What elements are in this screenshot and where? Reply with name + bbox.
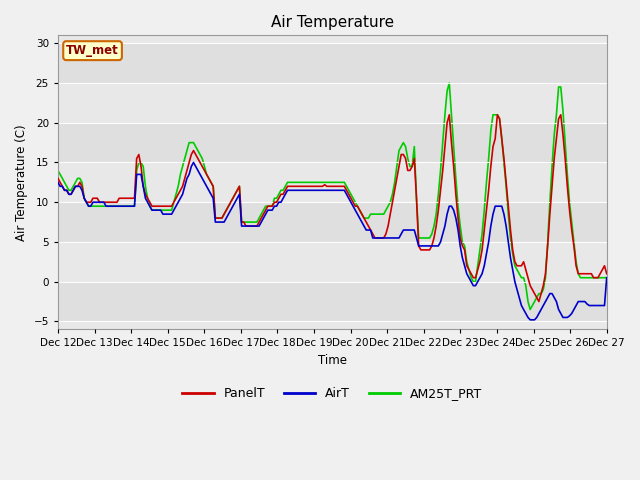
Bar [58,242,607,282]
Bar [58,123,607,163]
Bar [58,282,607,322]
Y-axis label: Air Temperature (C): Air Temperature (C) [15,124,28,240]
Text: TW_met: TW_met [66,44,119,57]
Title: Air Temperature: Air Temperature [271,15,394,30]
Legend: PanelT, AirT, AM25T_PRT: PanelT, AirT, AM25T_PRT [177,383,487,406]
Bar [58,83,607,123]
Bar [58,163,607,202]
Bar [58,43,607,83]
X-axis label: Time: Time [318,354,347,367]
Bar [58,202,607,242]
